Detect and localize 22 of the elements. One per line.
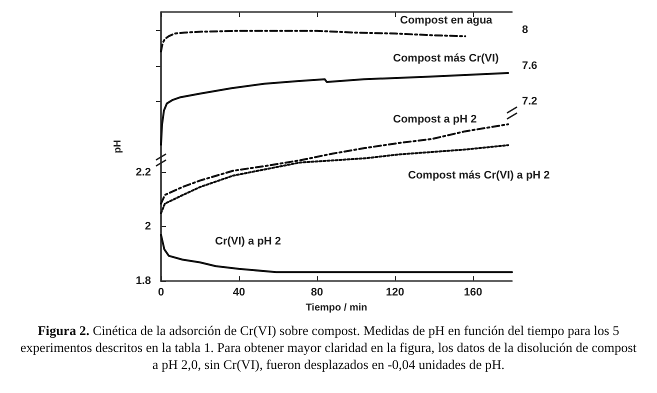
y-tick-label: 2 — [144, 220, 151, 233]
y-tick-label: 2.2 — [136, 166, 151, 178]
y-tick-label: 1.8 — [136, 275, 151, 288]
x-tick-label: 40 — [232, 286, 246, 299]
y2-tick-label: 7.2 — [522, 96, 538, 108]
series-label: Compost a pH 2 — [393, 114, 477, 126]
series-label: Cr(VI) a pH 2 — [215, 236, 282, 248]
line-series — [160, 72, 510, 146]
y-axis-title: pH — [112, 140, 124, 154]
y2-tick-label: 7.6 — [522, 60, 538, 72]
series-label: Compost más Cr(VI) a pH 2 — [408, 170, 550, 182]
x-tick-label: 160 — [464, 286, 482, 299]
series-label: Compost más Cr(VI) — [393, 52, 500, 64]
line-series — [160, 234, 513, 274]
y2-tick-label: 8 — [522, 24, 528, 36]
x-axis-title: Tiempo / min — [306, 302, 368, 314]
x-tick-label: 0 — [158, 286, 164, 299]
series-label: Compost en agua — [400, 14, 494, 26]
text: Figura 2. Cinética de la adsorción de Cr(VI) sobre compost. Medidas de pH en función del tiempo para los 5 experimentos descritos en la tabla 1. Para obtener mayor claridad en la figura, los datos de la disolución de compost a pH 2,0, sin Cr(VI), fueron desplazados en -0,04 unidades de pH. — [20, 322, 637, 373]
x-tick-label: 120 — [386, 286, 404, 299]
x-tick-label: 80 — [310, 286, 324, 299]
line-series — [160, 30, 466, 52]
